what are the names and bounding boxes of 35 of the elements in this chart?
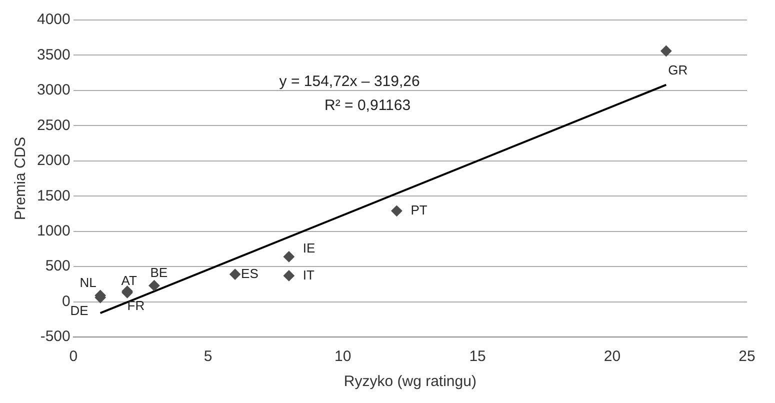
y-tick-label: 0 <box>62 292 70 310</box>
annotation: IE <box>302 240 316 256</box>
annotation: DE <box>70 303 89 318</box>
annotation: BE <box>150 265 168 280</box>
x-tick-label: 10 <box>334 348 352 366</box>
annotation: ES <box>241 266 259 281</box>
x-tick-label: 25 <box>738 348 756 366</box>
x-tick-label: 15 <box>469 348 486 366</box>
point <box>148 280 160 292</box>
x-tick-label: 20 <box>604 348 621 366</box>
annotation: AT <box>121 272 137 288</box>
annotation: NL <box>80 275 96 290</box>
annotation: PT <box>410 202 428 218</box>
y-tick-label: 1500 <box>36 187 70 204</box>
x-tick-label: 5 <box>204 348 212 366</box>
y-tick-label: 1000 <box>36 222 70 240</box>
point <box>660 45 672 56</box>
y-tick-label: 3000 <box>36 82 70 99</box>
point <box>283 251 294 262</box>
y-axis-title: Premia CDS <box>12 136 30 220</box>
annotation: R² = 0,91163 <box>324 97 411 114</box>
annotation: IT <box>302 267 315 282</box>
annotation: FR <box>127 298 145 314</box>
y-tick-label: 500 <box>45 258 70 275</box>
point <box>230 268 241 280</box>
y-tick-label: 3500 <box>36 46 70 64</box>
y-tick-label: 2000 <box>36 152 70 170</box>
point <box>283 270 294 282</box>
annotation: GR <box>668 62 688 78</box>
y-tick-label: 2500 <box>36 116 70 134</box>
y-tick-label: 4000 <box>36 11 70 28</box>
annotation: y = 154,72x – 319,26 <box>279 73 420 90</box>
y-tick-label: -500 <box>40 328 70 346</box>
point <box>391 205 402 216</box>
x-axis-title: Ryzyko (wg ratingu) <box>344 373 476 390</box>
